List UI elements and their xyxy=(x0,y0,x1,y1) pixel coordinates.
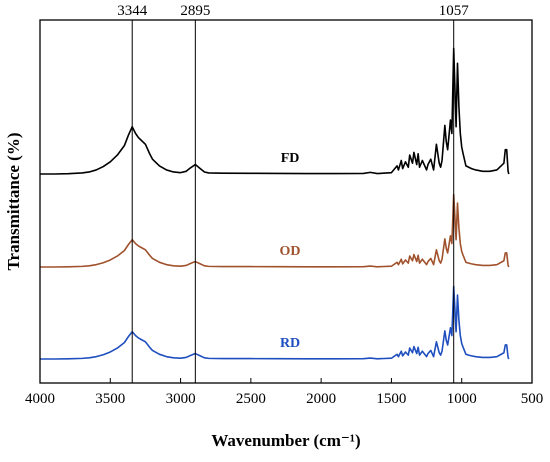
x-tick-label: 1000 xyxy=(447,391,477,407)
series-line-od xyxy=(40,193,510,268)
plot-frame xyxy=(39,19,533,384)
reference-lines: 3344 2895 1057 xyxy=(117,3,469,383)
x-axis-title: Wavenumber (cm⁻¹) xyxy=(211,431,360,450)
x-tick-label: 2500 xyxy=(236,391,266,407)
series-label-od: OD xyxy=(280,244,301,259)
x-tick-label: 4000 xyxy=(25,391,55,407)
x-tick-label: 3500 xyxy=(95,391,125,407)
series-label-rd: RD xyxy=(280,336,300,351)
x-tick-label: 2000 xyxy=(306,391,336,407)
series-line-fd xyxy=(40,47,510,175)
x-tick-label: 1500 xyxy=(376,391,406,407)
x-axis-ticks: 4000 3500 3000 2500 2000 1500 1000 500 xyxy=(25,378,543,407)
reference-label-2895: 2895 xyxy=(180,3,210,19)
x-tick-label: 3000 xyxy=(166,391,196,407)
reference-label-3344: 3344 xyxy=(117,3,148,19)
y-axis-title: Transmittance (%) xyxy=(4,132,23,270)
plot-area: FD OD RD xyxy=(40,47,510,360)
series-line-rd xyxy=(40,285,510,360)
series-label-fd: FD xyxy=(281,151,300,166)
x-tick-label: 500 xyxy=(521,391,544,407)
reference-label-1057: 1057 xyxy=(439,3,470,19)
